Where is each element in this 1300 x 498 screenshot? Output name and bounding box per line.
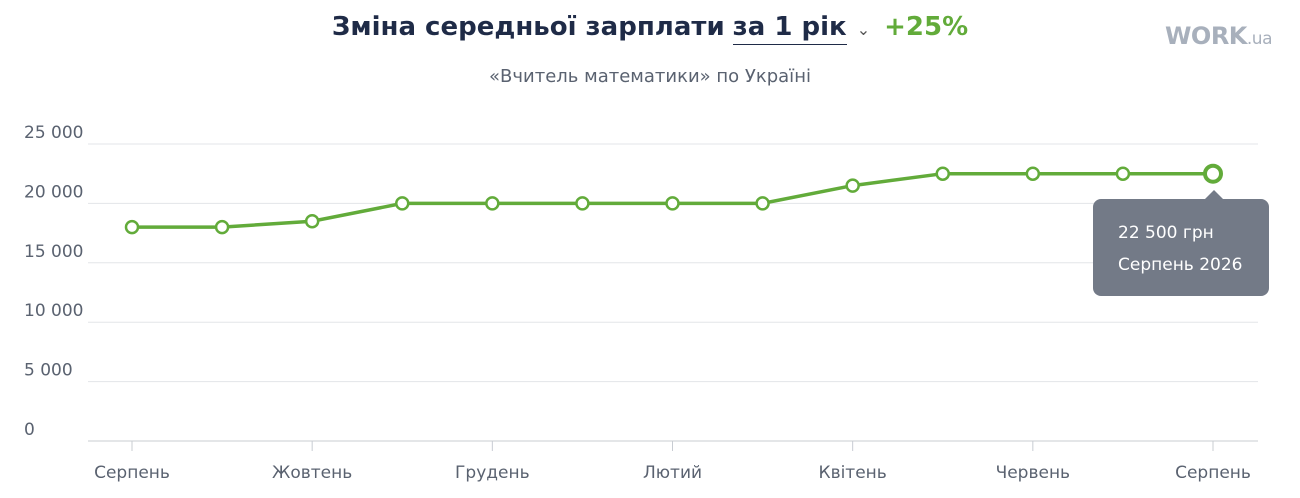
tooltip-date: Серпень 2026 — [1118, 255, 1243, 275]
x-tick-label: Грудень — [455, 463, 530, 483]
change: +25% — [884, 12, 969, 42]
point — [1115, 166, 1131, 181]
point — [935, 166, 950, 181]
dropdown-icon[interactable]: ⌄ — [856, 20, 871, 39]
point — [395, 196, 410, 211]
logo[interactable]: WORK.ua — [1164, 22, 1273, 50]
x-tick-label: Жовтень — [272, 463, 352, 483]
header: Зміна середньої зарплати за 1 рік ⌄ +25% — [0, 12, 1300, 45]
point — [575, 196, 590, 211]
y-tick-label: 25 000 — [24, 123, 83, 143]
point — [665, 196, 680, 211]
x-tick-label: Квітень — [819, 463, 887, 483]
y-tick-label: 15 000 — [24, 242, 83, 262]
y-tick-label: 10 000 — [24, 301, 83, 321]
period-select[interactable]: за 1 рік — [732, 12, 847, 45]
x-tick-label: Червень — [996, 463, 1071, 483]
logo-suffix: .ua — [1246, 29, 1273, 49]
point — [214, 219, 230, 235]
point — [304, 213, 320, 229]
point — [1203, 163, 1223, 184]
point — [845, 178, 860, 193]
x-tick-label: Лютий — [643, 463, 702, 483]
x-tick-label: Серпень — [1175, 463, 1251, 483]
logo-main: WORK — [1164, 22, 1247, 50]
y-tick-label: 20 000 — [24, 182, 83, 202]
subtitle: «Вчитель математики» по Україні — [489, 66, 811, 87]
tooltip-value: 22 500 грн — [1118, 223, 1214, 243]
point — [755, 196, 770, 211]
x-tick-label: Серпень — [94, 463, 170, 483]
chart-title: Зміна середньої зарплати — [331, 12, 725, 42]
y-tick-label: 0 — [24, 420, 35, 440]
y-tick-label: 5 000 — [24, 361, 73, 381]
point — [485, 196, 500, 211]
point — [1025, 166, 1041, 181]
tooltip: 22 500 грн Серпень 2026 — [1093, 190, 1269, 296]
point — [124, 219, 140, 235]
